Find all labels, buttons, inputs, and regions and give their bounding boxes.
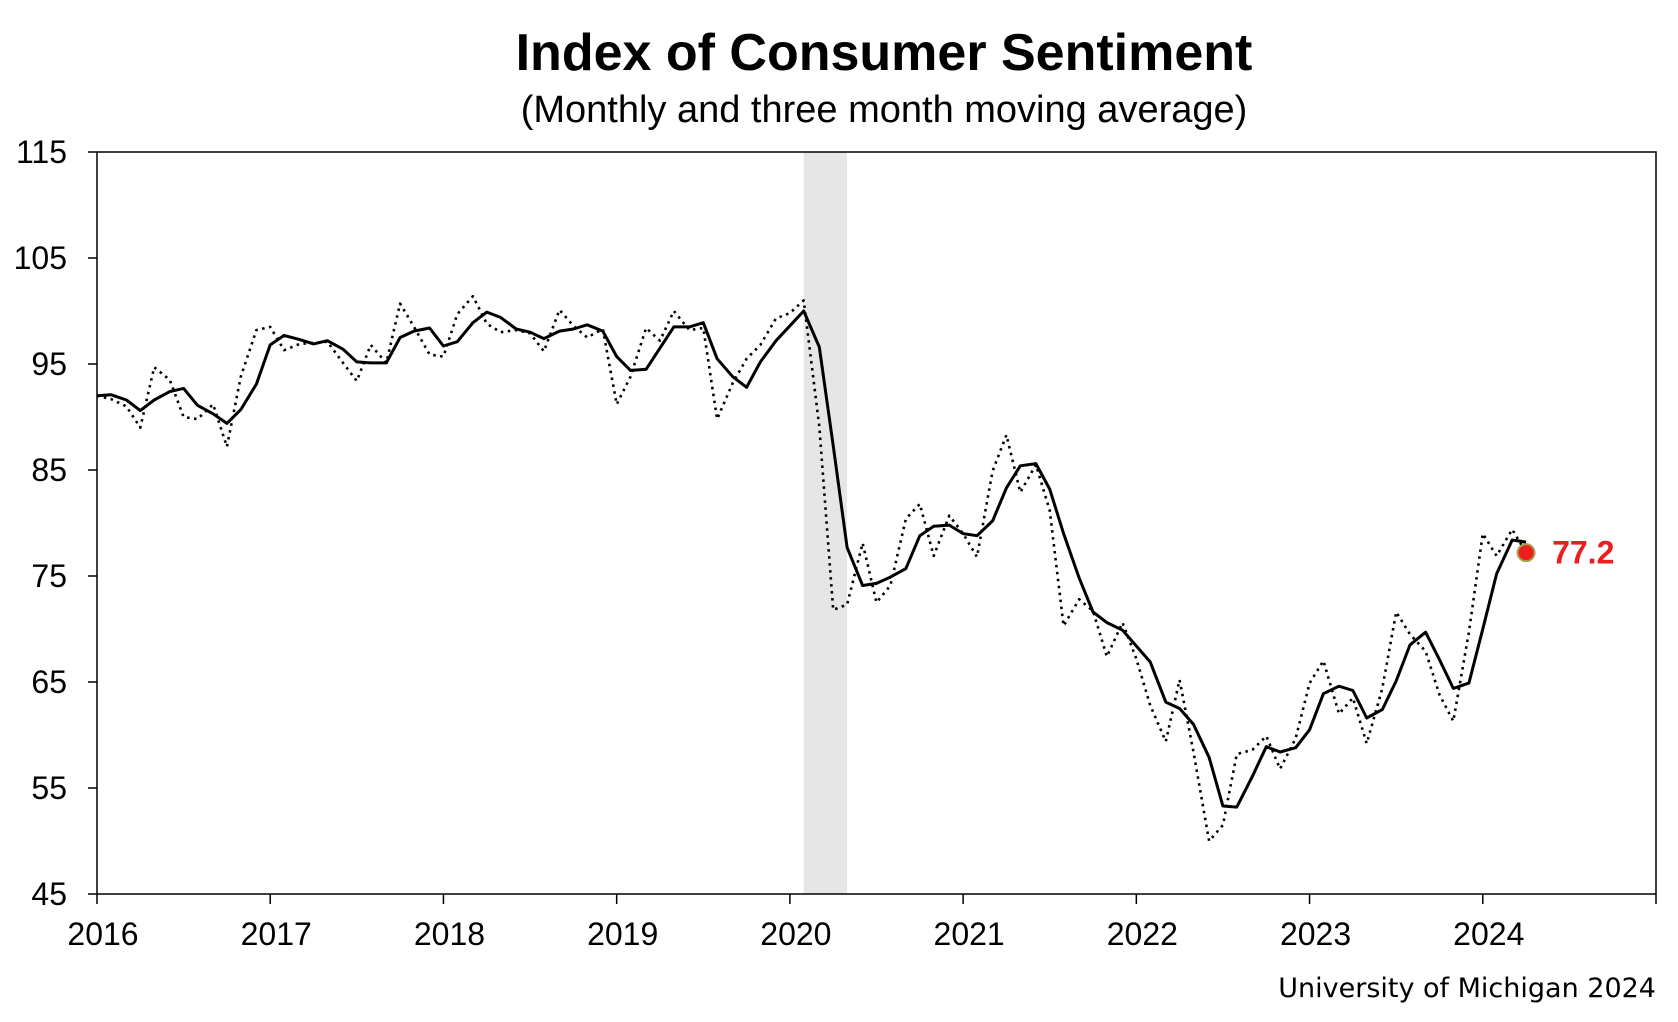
latest-value-label: 77.2: [1552, 535, 1614, 571]
y-tick-label: 65: [31, 664, 67, 700]
y-tick-label: 115: [16, 134, 67, 170]
x-tick-label: 2020: [760, 916, 831, 952]
x-tick-label: 2023: [1280, 916, 1351, 952]
y-tick-label: 105: [14, 240, 67, 276]
moving-average-series-line: [96, 309, 1527, 809]
y-tick-label: 75: [31, 558, 67, 594]
x-tick-label: 2018: [414, 916, 485, 952]
y-tick-label: 85: [31, 452, 67, 488]
plot-area: 45 55 65 75 85 95 105 115 2016 2017 2018 2019 2020 20…: [14, 134, 1657, 952]
x-tick-label: 2022: [1107, 916, 1178, 952]
y-tick-label: 55: [31, 770, 67, 806]
chart-title: Index of Consumer Sentiment: [516, 24, 1253, 82]
latest-value-marker: [1516, 543, 1536, 563]
x-tick-label: 2017: [241, 916, 312, 952]
x-tick-label: 2016: [67, 916, 138, 952]
y-tick-label: 95: [31, 346, 67, 382]
source-credit: University of Michigan 2024: [1278, 973, 1656, 1004]
x-tick-label: 2019: [587, 916, 658, 952]
chart-subtitle: (Monthly and three month moving average): [521, 89, 1248, 131]
y-tick-label: 45: [31, 876, 67, 912]
plot-frame: [96, 151, 1657, 895]
x-tick-label: 2021: [934, 916, 1005, 952]
x-tick-label: 2024: [1453, 916, 1524, 952]
monthly-series-line: [96, 294, 1528, 843]
